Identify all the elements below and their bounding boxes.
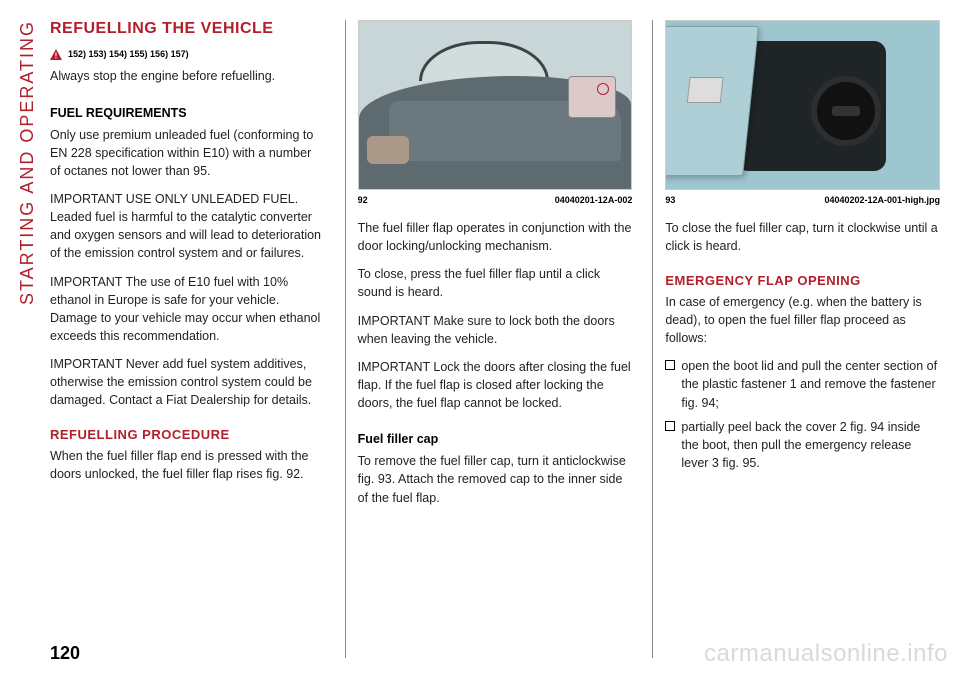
figure-93 [665,20,940,190]
bullet-icon [665,360,675,370]
bullet-text: open the boot lid and pull the center se… [681,357,940,411]
paragraph: To close the fuel filler cap, turn it cl… [665,219,940,255]
figure-code: 04040202-12A-001-high.jpg [824,194,940,207]
paragraph: The fuel filler flap operates in conjunc… [358,219,633,255]
paragraph: When the fuel filler flap end is pressed… [50,447,325,483]
figure-number: 93 [665,194,675,207]
heading-refuelling: REFUELLING THE VEHICLE [50,20,325,38]
paragraph: Only use premium unleaded fuel (conformi… [50,126,325,180]
paragraph: IMPORTANT USE ONLY UNLEADED FUEL. Leaded… [50,190,325,263]
paragraph: IMPORTANT Lock the doors after closing t… [358,358,633,412]
bullet-item: open the boot lid and pull the center se… [665,357,940,411]
figure-code: 04040201-12A-002 [555,194,633,207]
heading-refuelling-procedure: REFUELLING PROCEDURE [50,427,325,443]
paragraph: IMPORTANT Never add fuel system additive… [50,355,325,409]
warning-refs-text: 152) 153) 154) 155) 156) 157) [68,48,189,61]
heading-fuel-filler-cap: Fuel filler cap [358,430,633,448]
paragraph: IMPORTANT Make sure to lock both the doo… [358,312,633,348]
watermark: carmanualsonline.info [704,640,948,668]
bullet-item: partially peel back the cover 2 fig. 94 … [665,418,940,472]
warning-icon: ! [50,49,62,60]
bullet-text: partially peel back the cover 2 fig. 94 … [681,418,940,472]
column-1: REFUELLING THE VEHICLE ! 152) 153) 154) … [50,20,325,658]
page-number: 120 [50,643,80,664]
bullet-icon [665,421,675,431]
paragraph: In case of emergency (e.g. when the batt… [665,293,940,347]
column-3: 93 04040202-12A-001-high.jpg To close th… [652,20,940,658]
section-tab-label: STARTING AND OPERATING [17,20,38,305]
figure-93-caption: 93 04040202-12A-001-high.jpg [665,194,940,207]
section-tab: STARTING AND OPERATING [12,20,42,638]
column-2: 92 04040201-12A-002 The fuel filler flap… [345,20,633,658]
figure-number: 92 [358,194,368,207]
heading-emergency-flap: EMERGENCY FLAP OPENING [665,273,940,289]
paragraph: Always stop the engine before refuelling… [50,67,325,85]
paragraph: IMPORTANT The use of E10 fuel with 10% e… [50,273,325,346]
figure-92 [358,20,633,190]
svg-text:!: ! [55,52,58,61]
page-content: REFUELLING THE VEHICLE ! 152) 153) 154) … [50,20,940,658]
warning-refs: ! 152) 153) 154) 155) 156) 157) [50,48,325,61]
paragraph: To remove the fuel filler cap, turn it a… [358,452,633,506]
paragraph: To close, press the fuel filler flap unt… [358,265,633,301]
figure-92-caption: 92 04040201-12A-002 [358,194,633,207]
heading-fuel-requirements: FUEL REQUIREMENTS [50,104,325,122]
